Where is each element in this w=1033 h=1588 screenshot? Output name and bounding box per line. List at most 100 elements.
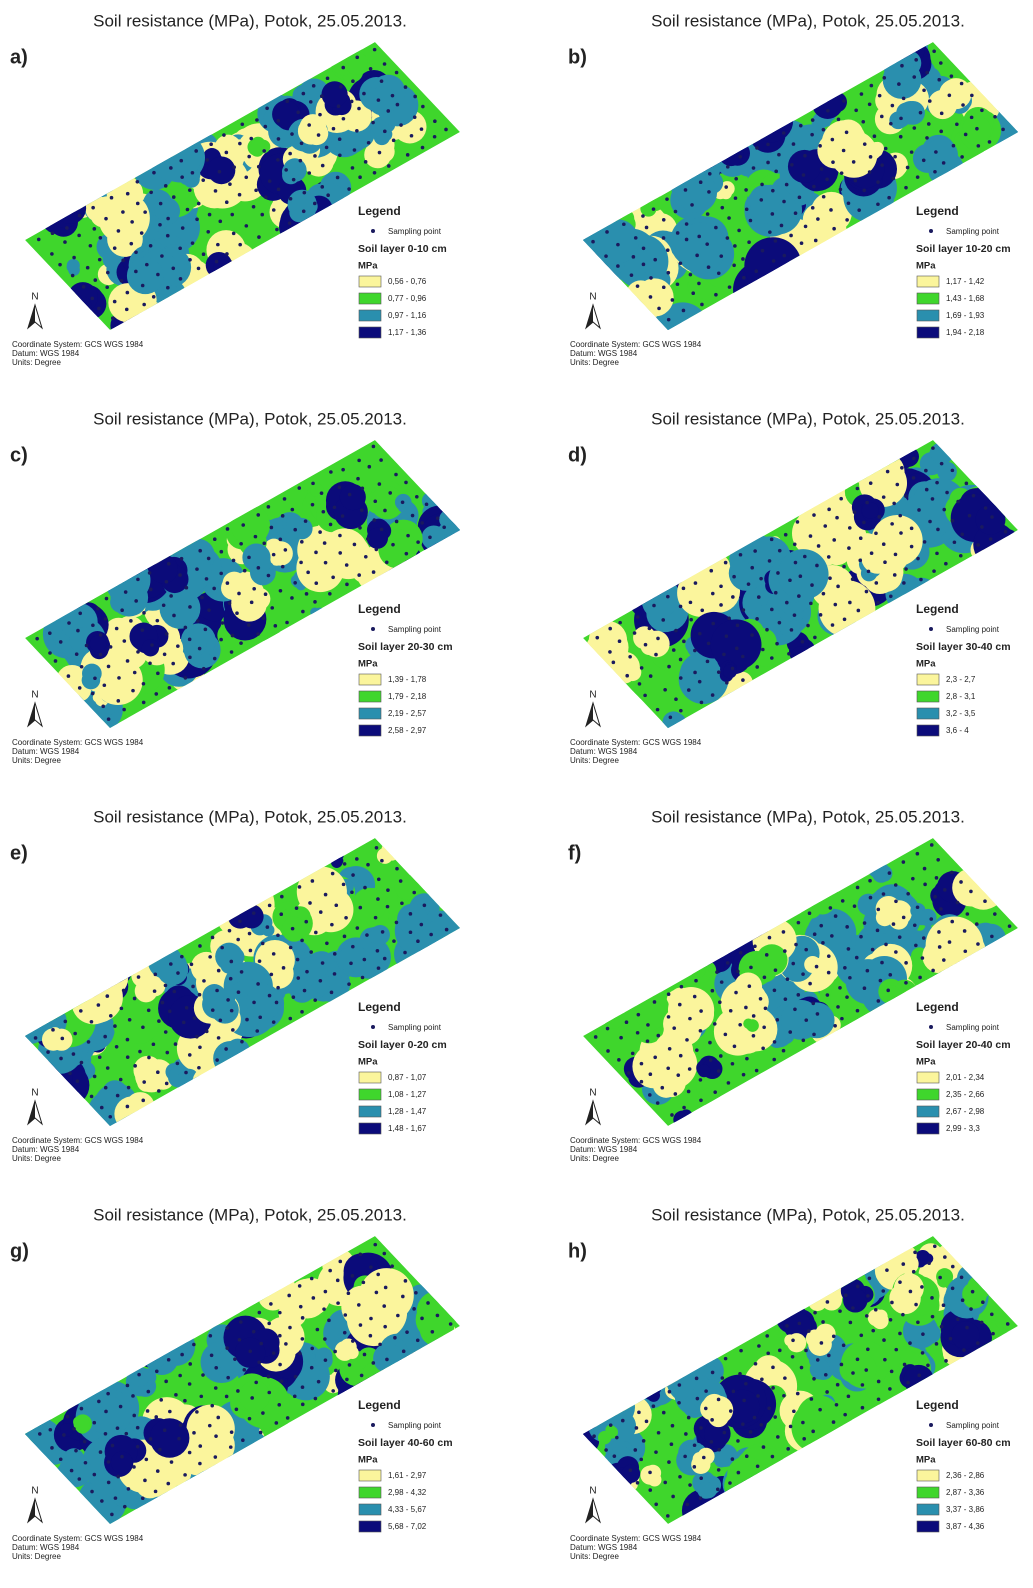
sampling-point <box>194 149 198 153</box>
sampling-point <box>868 879 872 883</box>
zone <box>268 541 292 565</box>
sampling-point <box>137 975 141 979</box>
sampling-point <box>666 595 670 599</box>
sampling-point <box>686 1503 690 1507</box>
sampling-point <box>713 1022 717 1026</box>
sampling-point <box>324 893 328 897</box>
zone <box>800 897 822 919</box>
sampling-point <box>900 466 904 470</box>
sampling-point <box>106 1066 110 1070</box>
sampling-point <box>697 235 701 239</box>
sampling-point <box>214 1386 218 1390</box>
sampling-point <box>853 510 857 514</box>
sampling-point <box>245 224 249 228</box>
sampling-point <box>916 905 920 909</box>
sampling-point <box>205 158 209 162</box>
sampling-point <box>884 943 888 947</box>
legend-swatch <box>359 293 381 304</box>
sampling-point <box>129 619 133 623</box>
sampling-point <box>755 1069 759 1073</box>
sampling-point <box>637 1013 641 1017</box>
sampling-point <box>700 609 704 613</box>
sampling-point <box>923 883 927 887</box>
sampling-point <box>710 1440 714 1444</box>
sampling-point <box>279 538 283 542</box>
sampling-point <box>843 1413 847 1417</box>
sampling-point <box>913 1250 917 1254</box>
sampling-point <box>749 966 753 970</box>
sampling-point <box>147 1390 151 1394</box>
legend-class: 5,68 - 7,02 <box>388 1522 427 1531</box>
sampling-point <box>625 674 629 678</box>
sampling-point <box>910 150 914 154</box>
north-label: N <box>589 1486 596 1497</box>
sampling-point <box>117 676 121 680</box>
sampling-point <box>877 1398 881 1402</box>
sampling-point <box>311 503 315 507</box>
legend-layer: Soil layer 40-60 cm <box>358 1437 453 1449</box>
sampling-point <box>811 1002 815 1006</box>
sampling-point <box>717 670 721 674</box>
sampling-point <box>812 513 816 517</box>
legend-point-label: Sampling point <box>946 625 1000 634</box>
sampling-point <box>912 457 916 461</box>
sampling-point <box>776 571 780 575</box>
legend-unit: MPa <box>916 1057 936 1068</box>
sampling-point <box>149 190 153 194</box>
sampling-point <box>376 897 380 901</box>
sampling-point <box>885 1268 889 1272</box>
sampling-point <box>319 910 323 914</box>
sampling-point <box>882 495 886 499</box>
sampling-point <box>240 1040 244 1044</box>
sampling-point <box>37 238 41 242</box>
sampling-point <box>378 1343 382 1347</box>
sampling-point <box>880 163 884 167</box>
sampling-point <box>591 240 595 244</box>
sampling-point <box>733 244 737 248</box>
sampling-point <box>918 976 922 980</box>
sampling-point <box>926 1363 930 1367</box>
sampling-point <box>919 578 923 582</box>
sampling-point <box>801 972 805 976</box>
sampling-point <box>211 1008 215 1012</box>
sampling-point <box>756 1394 760 1398</box>
sampling-point <box>741 257 745 261</box>
sampling-point <box>788 1030 792 1034</box>
legend-class: 2,58 - 2,97 <box>388 726 427 735</box>
sampling-point <box>126 1105 130 1109</box>
coordinate-info: Coordinate System: GCS WGS 1984 <box>570 738 702 747</box>
sampling-point <box>619 1036 623 1040</box>
sampling-point <box>717 1069 721 1073</box>
coordinate-info: Units: Degree <box>12 1552 61 1561</box>
zone <box>370 925 390 945</box>
sampling-point <box>147 1056 151 1060</box>
legend-unit: MPa <box>916 261 936 272</box>
sampling-point <box>890 1301 894 1305</box>
sampling-point <box>754 269 758 273</box>
sampling-point <box>421 105 425 109</box>
sampling-point <box>842 565 846 569</box>
sampling-point <box>50 252 54 256</box>
sampling-point <box>405 1330 409 1334</box>
sampling-point <box>169 594 173 598</box>
sampling-point <box>991 1332 995 1336</box>
zone <box>648 197 659 208</box>
sampling-point <box>679 709 683 713</box>
sampling-point <box>951 519 955 523</box>
sampling-point <box>333 506 337 510</box>
sampling-point <box>689 601 693 605</box>
legend-layer: Soil layer 30-40 cm <box>916 641 1011 653</box>
sampling-point <box>401 500 405 504</box>
sampling-point <box>276 933 280 937</box>
sampling-point <box>336 1301 340 1305</box>
sampling-point <box>968 514 972 518</box>
sampling-point <box>268 994 272 998</box>
zone <box>247 138 264 155</box>
sampling-point <box>360 508 364 512</box>
sampling-point <box>912 75 916 79</box>
sampling-point <box>699 180 703 184</box>
sampling-point <box>204 628 208 632</box>
sampling-point <box>802 1038 806 1042</box>
sampling-point <box>645 1420 649 1424</box>
sampling-point <box>688 1067 692 1071</box>
